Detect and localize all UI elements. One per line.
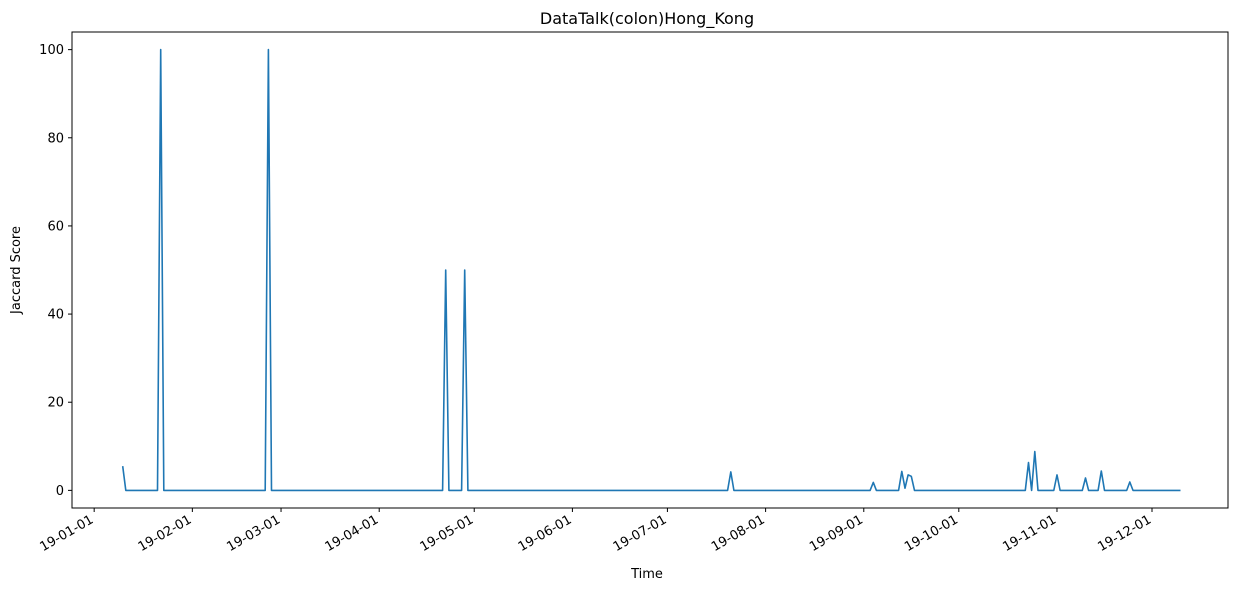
x-tick-label: 19-03-01: [224, 512, 283, 554]
x-tick-label: 19-02-01: [136, 512, 195, 554]
y-axis-label: Jaccard Score: [9, 226, 24, 315]
x-axis-label: Time: [630, 567, 663, 582]
series-line: [121, 48, 1181, 492]
x-tick-label: 19-01-01: [38, 512, 97, 554]
y-tick-label: 0: [56, 484, 64, 499]
chart-title: DataTalk(colon)Hong_Kong: [540, 9, 754, 29]
x-tick-label: 19-06-01: [516, 512, 575, 554]
y-tick-label: 60: [47, 219, 64, 234]
y-tick-label: 100: [39, 43, 64, 58]
x-tick-label: 19-05-01: [418, 512, 477, 554]
y-axis: 0 20 40 60 80 100: [39, 43, 72, 499]
plot-area: [71, 31, 1229, 509]
x-tick-label: 19-10-01: [902, 512, 961, 554]
x-tick-label: 19-09-01: [807, 512, 866, 554]
x-tick-label: 19-08-01: [709, 512, 768, 554]
y-tick-label: 40: [47, 308, 64, 323]
x-tick-label: 19-12-01: [1095, 512, 1154, 554]
x-tick-label: 19-11-01: [1000, 512, 1059, 554]
x-axis: 19-01-01 19-02-01 19-03-01 19-04-01 19-05-01…: [38, 508, 1154, 555]
x-tick-label: 19-04-01: [323, 512, 382, 554]
y-tick-label: 20: [47, 396, 64, 411]
x-tick-label: 19-07-01: [611, 512, 670, 554]
y-tick-label: 80: [47, 131, 64, 146]
